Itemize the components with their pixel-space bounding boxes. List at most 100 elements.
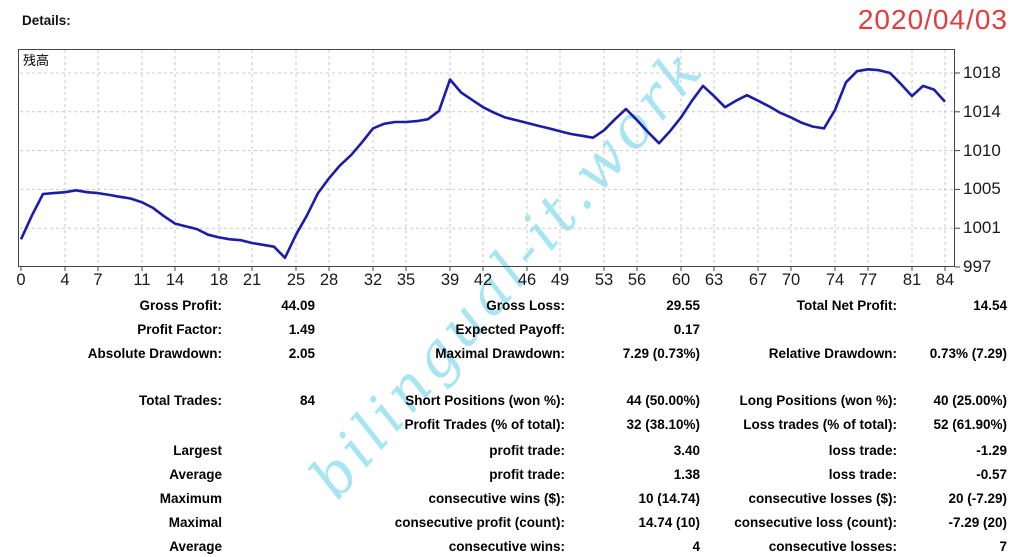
table-row: Profit Factor: 1.49 Expected Payoff: 0.17 <box>0 317 1007 341</box>
stat-value: 7.29 (0.73%) <box>622 345 700 361</box>
y-axis-label: 1010 <box>963 140 1001 160</box>
stat-value: 40 (25.00%) <box>933 392 1007 408</box>
stat-label: Short Positions (won %): <box>405 392 565 408</box>
x-axis-label: 25 <box>286 271 306 289</box>
balance-chart: 残高 <box>18 49 961 272</box>
stat-value: 14.54 <box>973 297 1007 313</box>
y-axis-label: 997 <box>963 257 992 276</box>
x-axis-label: 11 <box>133 271 151 289</box>
stat-value: -0.57 <box>976 466 1007 482</box>
y-axis-label: 1018 <box>963 63 1001 82</box>
y-axis-label: 1005 <box>963 179 1001 199</box>
y-axis-label: 1001 <box>963 218 1001 238</box>
stat-label: Average <box>169 466 222 482</box>
x-axis-label: 39 <box>440 271 460 289</box>
chart-title: 残高 <box>21 50 52 69</box>
report-date: 2020/04/03 <box>857 4 1008 35</box>
stat-value: 84 <box>299 392 315 408</box>
x-axis-label: 14 <box>165 271 185 289</box>
x-axis-label: 70 <box>781 271 801 289</box>
stat-label: loss trade: <box>828 466 897 482</box>
stat-label: Loss trades (% of total): <box>743 416 897 432</box>
stat-label: Expected Payoff: <box>455 321 565 337</box>
stat-label: Gross Loss: <box>486 297 565 313</box>
x-axis-label: 4 <box>60 271 70 289</box>
stat-value: 7 <box>999 538 1007 554</box>
table-row: Absolute Drawdown: 2.05 Maximal Drawdown: 7… <box>0 341 1007 365</box>
x-axis-label: 28 <box>319 271 339 289</box>
table-row: Maximal consecutive profit (count): 14.74 … <box>0 510 1007 534</box>
stat-value: 2.05 <box>288 345 315 361</box>
stat-label: Largest <box>173 442 222 458</box>
x-axis-label: 53 <box>594 271 614 289</box>
table-row: Average profit trade: 1.38 loss trade: -0.57 <box>0 462 1007 486</box>
y-axis-label: 1014 <box>963 101 1001 121</box>
x-axis-label: 77 <box>858 271 878 289</box>
stat-label: consecutive wins ($): <box>428 490 565 506</box>
stat-value: 3.40 <box>673 442 700 458</box>
stat-label: profit trade: <box>489 442 565 458</box>
stat-value: 0.73% (7.29) <box>929 345 1007 361</box>
x-axis-label: 49 <box>550 271 570 289</box>
stat-label: consecutive loss (count): <box>734 514 897 530</box>
stat-label: consecutive losses ($): <box>748 490 897 506</box>
stat-label: Maximum <box>159 490 222 506</box>
x-axis-label: 56 <box>627 271 647 289</box>
stat-value: -1.29 <box>976 442 1007 458</box>
stat-value: 0.17 <box>673 321 700 337</box>
table-row: Largest profit trade: 3.40 loss trade: -1.29 <box>0 438 1007 462</box>
stat-value: 32 (38.10%) <box>626 416 700 432</box>
table-row: Profit Trades (% of total): 32 (38.10%) Lo… <box>0 412 1007 436</box>
x-axis-label: 74 <box>825 271 845 289</box>
stat-label: Long Positions (won %): <box>739 392 897 408</box>
table-row: Total Trades: 84 Short Positions (won %): 4… <box>0 388 1007 412</box>
x-axis-label: 63 <box>704 271 724 289</box>
stat-label: loss trade: <box>828 442 897 458</box>
stat-value: 1.49 <box>288 321 315 337</box>
table-row: Maximum consecutive wins ($): 10 (14.74) co… <box>0 486 1007 510</box>
stat-label: Absolute Drawdown: <box>87 345 222 361</box>
chart-frame <box>18 49 955 267</box>
x-axis-label: 21 <box>242 271 262 289</box>
stat-label: consecutive wins: <box>448 538 565 554</box>
stat-label: Maximal <box>168 514 222 530</box>
stat-value: -7.29 (20) <box>948 514 1007 530</box>
balance-chart-svg <box>18 49 960 271</box>
stat-label: consecutive profit (count): <box>394 514 565 530</box>
stat-value: 29.55 <box>666 297 700 313</box>
x-axis-label: 35 <box>396 271 416 289</box>
x-axis-label: 0 <box>16 271 26 289</box>
x-axis-label: 7 <box>93 271 103 289</box>
stat-label: Profit Factor: <box>137 321 222 337</box>
x-axis-label: 32 <box>363 271 383 289</box>
x-axis-label: 60 <box>671 271 691 289</box>
balance-line <box>19 67 946 260</box>
stat-label: Relative Drawdown: <box>768 345 897 361</box>
stat-value: 10 (14.74) <box>638 490 700 506</box>
stat-label: Total Net Profit: <box>796 297 897 313</box>
x-axis-label: 81 <box>902 271 922 289</box>
table-row: Gross Profit: 44.09 Gross Loss: 29.55 Total … <box>0 293 1007 317</box>
stat-value: 1.38 <box>673 466 700 482</box>
stat-label: Average <box>169 538 222 554</box>
x-axis-label: 67 <box>748 271 768 289</box>
x-axis-label: 46 <box>517 271 537 289</box>
stat-value: 44 (50.00%) <box>626 392 700 408</box>
stat-label: Gross Profit: <box>139 297 222 313</box>
details-label: Details: <box>22 13 71 28</box>
table-row: Average consecutive wins: 4 consecutive los… <box>0 534 1007 557</box>
stat-value: 20 (-7.29) <box>948 490 1007 506</box>
x-axis-label: 18 <box>209 271 229 289</box>
x-axis-label: 42 <box>473 271 493 289</box>
x-axis-label: 84 <box>935 271 955 289</box>
stat-value: 4 <box>692 538 700 554</box>
stat-label: profit trade: <box>489 466 565 482</box>
stat-label: consecutive losses: <box>768 538 897 554</box>
stat-value: 52 (61.90%) <box>933 416 1007 432</box>
stat-value: 14.74 (10) <box>638 514 700 530</box>
stat-label: Maximal Drawdown: <box>435 345 565 361</box>
stat-label: Profit Trades (% of total): <box>404 416 565 432</box>
stat-value: 44.09 <box>281 297 315 313</box>
stat-label: Total Trades: <box>138 392 222 408</box>
